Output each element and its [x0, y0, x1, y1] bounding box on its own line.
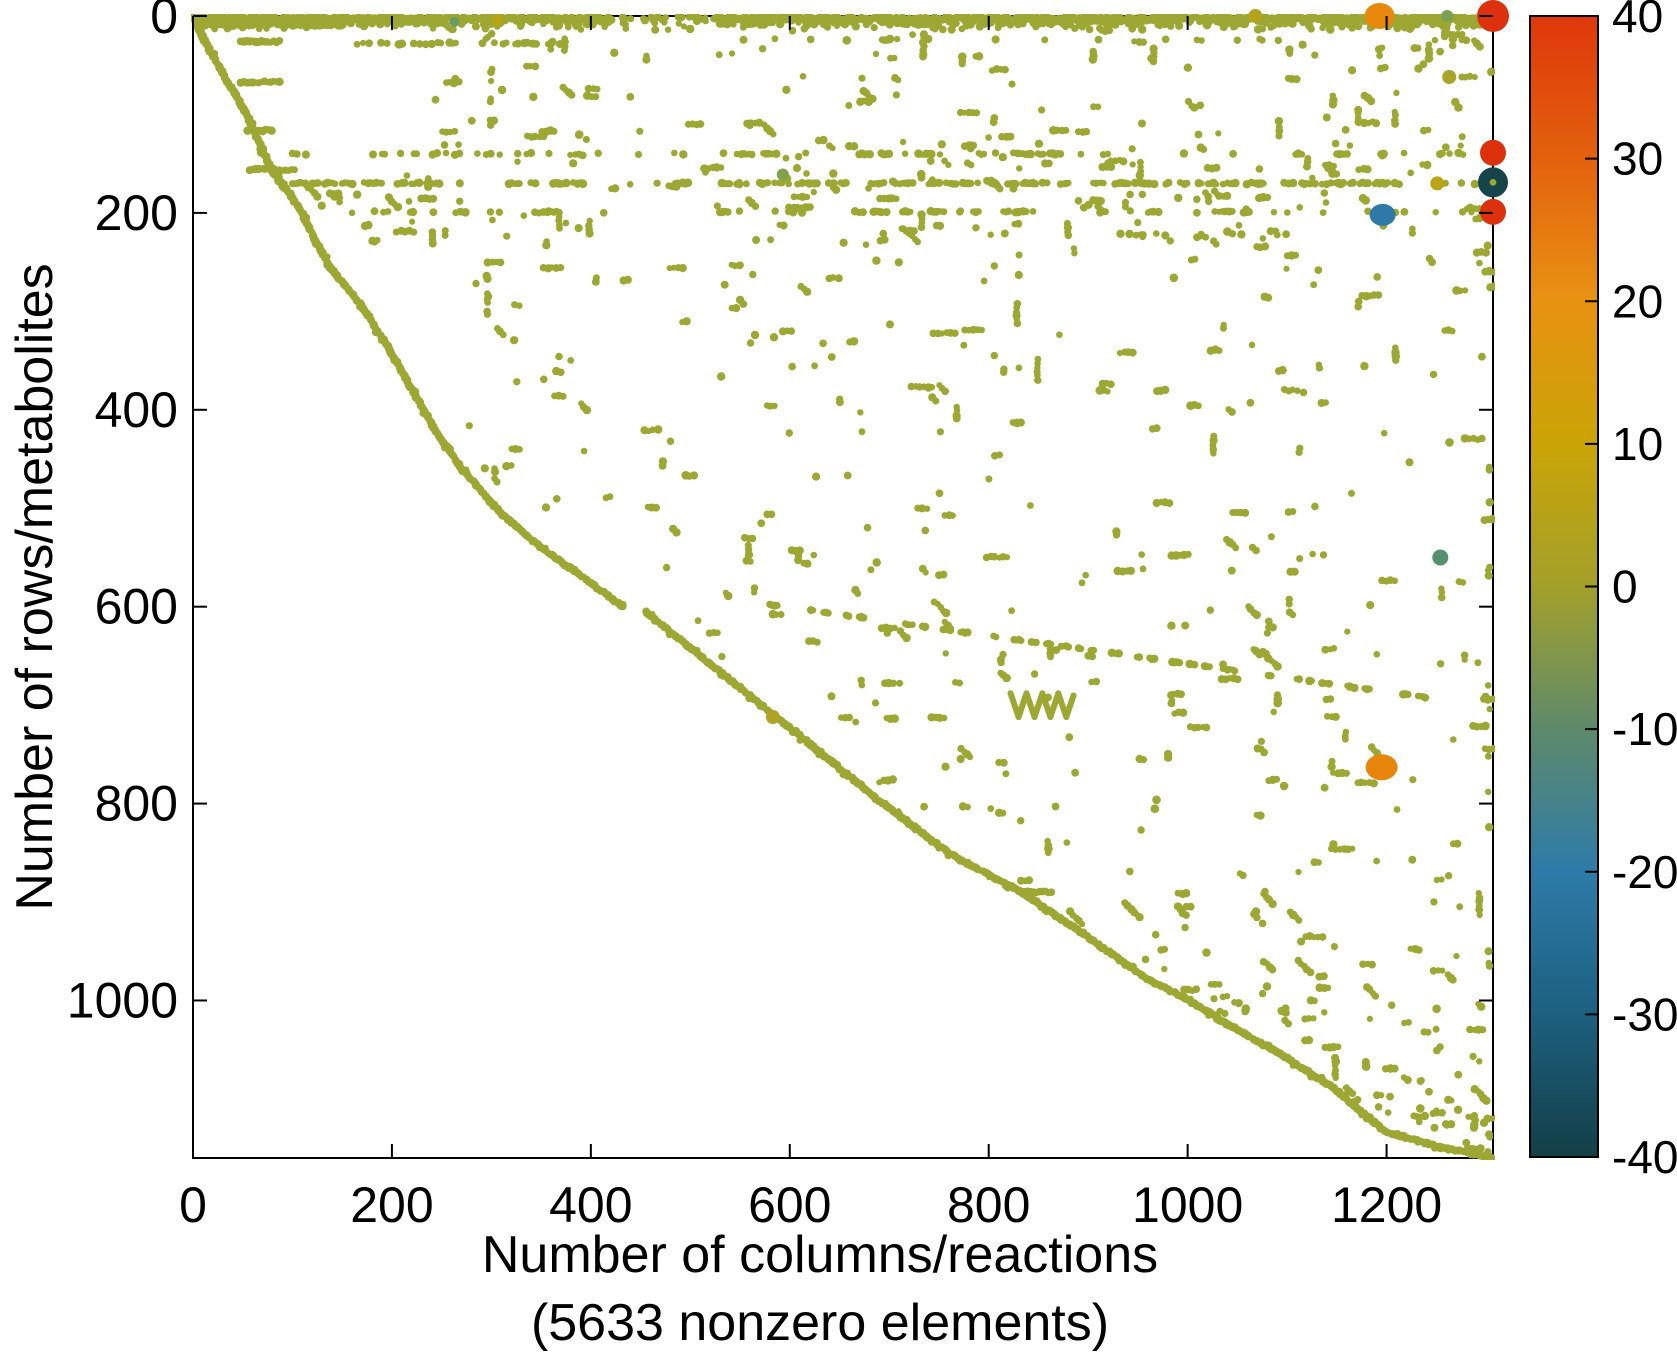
- plot-border: [192, 15, 1494, 1159]
- outlier-dot: [449, 16, 460, 27]
- outlier-points: [449, 0, 1509, 781]
- outlier-dot: [1365, 754, 1398, 781]
- colorbar-tick-labels: 40 30 20 10 0 -10 -20 -30 -40: [1612, 0, 1677, 1183]
- scatter-points: [191, 14, 1495, 1160]
- y-tick-label: 600: [95, 579, 178, 635]
- outlier-dot: [1364, 3, 1395, 29]
- x-axis-note: (5633 nonzero elements): [531, 1294, 1109, 1352]
- colorbar-tick-label: -30: [1612, 988, 1677, 1040]
- colorbar-tick-label: -20: [1612, 846, 1677, 898]
- outlier-dot: [1442, 70, 1457, 84]
- outlier-dot: [776, 168, 789, 181]
- y-tick-label: 1000: [67, 972, 178, 1028]
- outlier-dot: [1248, 9, 1263, 23]
- outlier-dot: [1441, 10, 1454, 22]
- x-tick-label: 0: [179, 1177, 207, 1233]
- colorbar-tick-label: 40: [1612, 0, 1663, 42]
- y-axis-label: Number of rows/metabolites: [6, 263, 64, 910]
- colorbar-tick-label: -10: [1612, 703, 1677, 755]
- x-tick-label: 1200: [1331, 1177, 1442, 1233]
- outlier-dot: [1430, 176, 1445, 191]
- colorbar-tick-label: 0: [1612, 561, 1638, 613]
- x-tick-label: 400: [549, 1177, 632, 1233]
- y-tick-label: 400: [95, 382, 178, 438]
- colorbar-tick-label: -40: [1612, 1131, 1677, 1183]
- y-tick-label: 800: [95, 776, 178, 832]
- colorbar-tick-label: 30: [1612, 133, 1663, 185]
- outlier-dot: [491, 13, 504, 26]
- outlier-dot: [765, 710, 780, 724]
- x-tick-label: 1000: [1132, 1177, 1243, 1233]
- y-tick-label: 200: [95, 185, 178, 241]
- x-tick-label: 600: [748, 1177, 831, 1233]
- colorbar-ticks: [1585, 157, 1598, 1016]
- y-tick-label: 0: [150, 0, 178, 44]
- axis-ticks: [192, 15, 1493, 1158]
- outlier-dot: [1369, 203, 1396, 226]
- x-tick-label: 800: [947, 1177, 1030, 1233]
- colorbar-tick-label: 20: [1612, 275, 1663, 327]
- colorbar-tick-label: 10: [1612, 418, 1663, 470]
- x-axis-label: Number of columns/reactions: [482, 1226, 1158, 1284]
- outlier-dot: [1480, 139, 1506, 166]
- axis-tick-labels: 0 200 400 600 800 1000 1200 0 200 400 600 800 1000: [67, 0, 1442, 1233]
- x-tick-label: 200: [350, 1177, 433, 1233]
- outlier-dot: [1432, 549, 1449, 566]
